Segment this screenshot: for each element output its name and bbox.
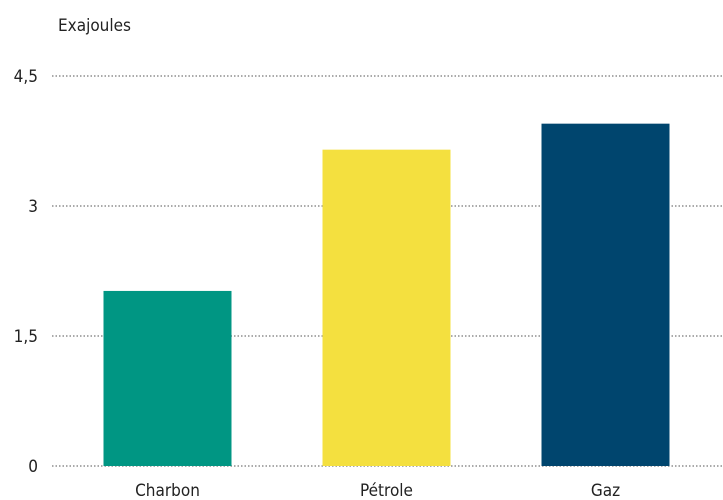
bar-gaz <box>541 123 670 467</box>
y-tick-label: 3 <box>28 197 38 217</box>
x-category-label: Charbon <box>135 481 200 500</box>
bar-petrole <box>322 149 451 466</box>
y-tick-label: 4,5 <box>14 67 38 87</box>
y-unit-label: Exajoules <box>58 16 131 36</box>
y-tick-label: 1,5 <box>14 327 38 347</box>
y-axis-tick-labels: 0 1,5 3 4,5 <box>14 67 38 477</box>
bars <box>103 123 670 467</box>
y-tick-label: 0 <box>28 457 38 477</box>
x-axis-category-labels: Charbon Pétrole Gaz <box>135 481 620 500</box>
x-category-label: Gaz <box>591 481 620 500</box>
bar-charbon <box>103 290 232 466</box>
x-category-label: Pétrole <box>360 481 413 500</box>
